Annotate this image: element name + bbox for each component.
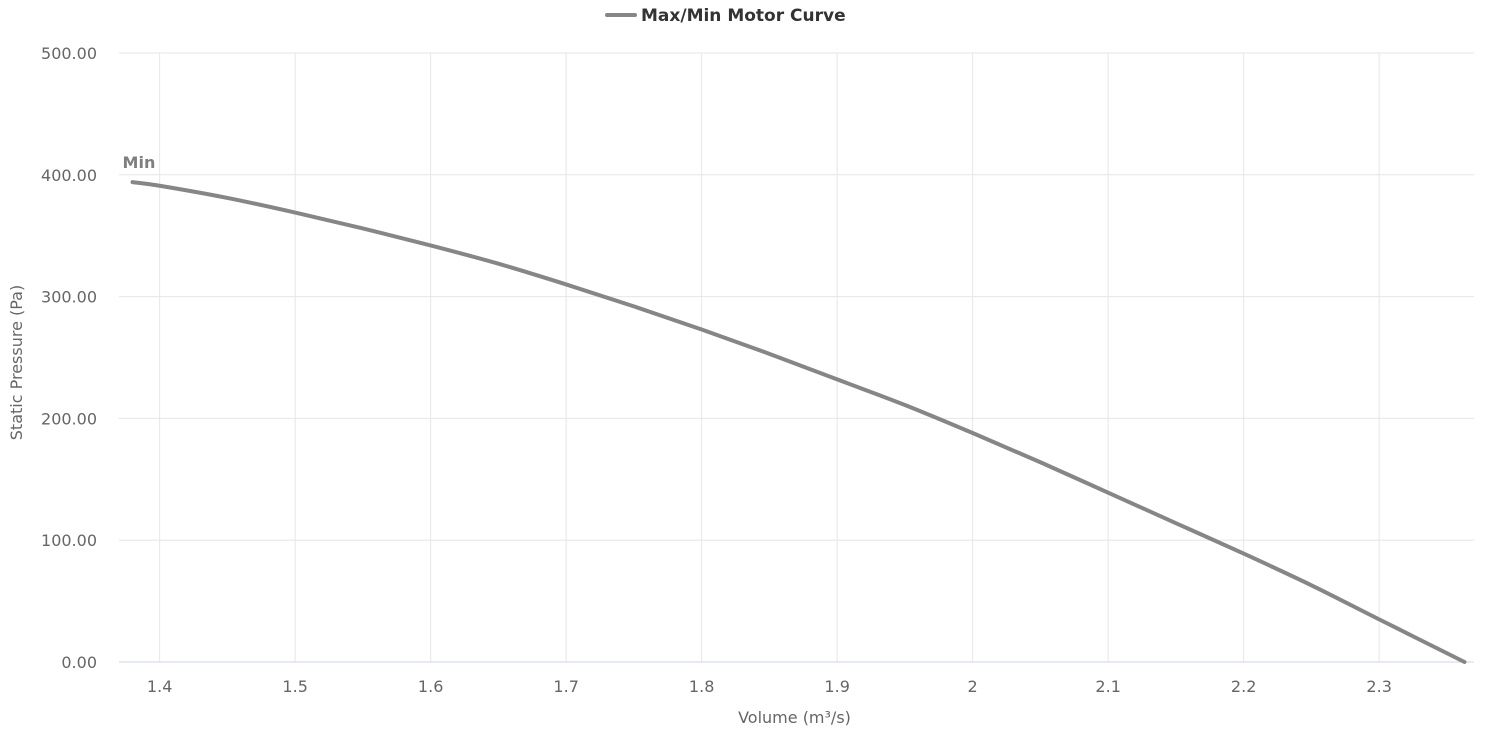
x-tick-label: 1.9: [824, 677, 849, 696]
y-tick-label: 400.00: [41, 166, 97, 185]
y-tick-label: 500.00: [41, 44, 97, 63]
x-tick-label: 1.6: [418, 677, 443, 696]
x-tick-label: 1.4: [147, 677, 172, 696]
y-tick-label: 100.00: [41, 531, 97, 550]
x-tick-label: 1.7: [553, 677, 578, 696]
x-tick-label: 2.2: [1231, 677, 1256, 696]
axes: 0.00 100.00 200.00 300.00 400.00 500.00 1.4 1.5…: [7, 44, 1474, 727]
x-tick-label: 1.5: [282, 677, 307, 696]
annotation-label-min: Min: [123, 153, 156, 172]
y-tick-label: 300.00: [41, 288, 97, 307]
legend-label[interactable]: Max/Min Motor Curve: [641, 6, 846, 26]
x-tick-label: 2.1: [1095, 677, 1120, 696]
x-tick-label: 1.8: [689, 677, 714, 696]
y-axis-title: Static Pressure (Pa): [7, 285, 26, 440]
grid-lines: [119, 52, 1474, 662]
x-tick-label: 2.3: [1366, 677, 1391, 696]
annotations: Min: [123, 153, 156, 172]
y-tick-label: 200.00: [41, 409, 97, 428]
x-tick-label: 2: [968, 677, 978, 696]
series-line-max-min-motor-curve[interactable]: [130, 180, 1467, 664]
x-axis-title: Volume (m³/s): [738, 708, 851, 727]
legend[interactable]: Max/Min Motor Curve: [605, 6, 846, 26]
y-tick-label: 0.00: [61, 653, 97, 672]
series-group: [130, 180, 1467, 664]
